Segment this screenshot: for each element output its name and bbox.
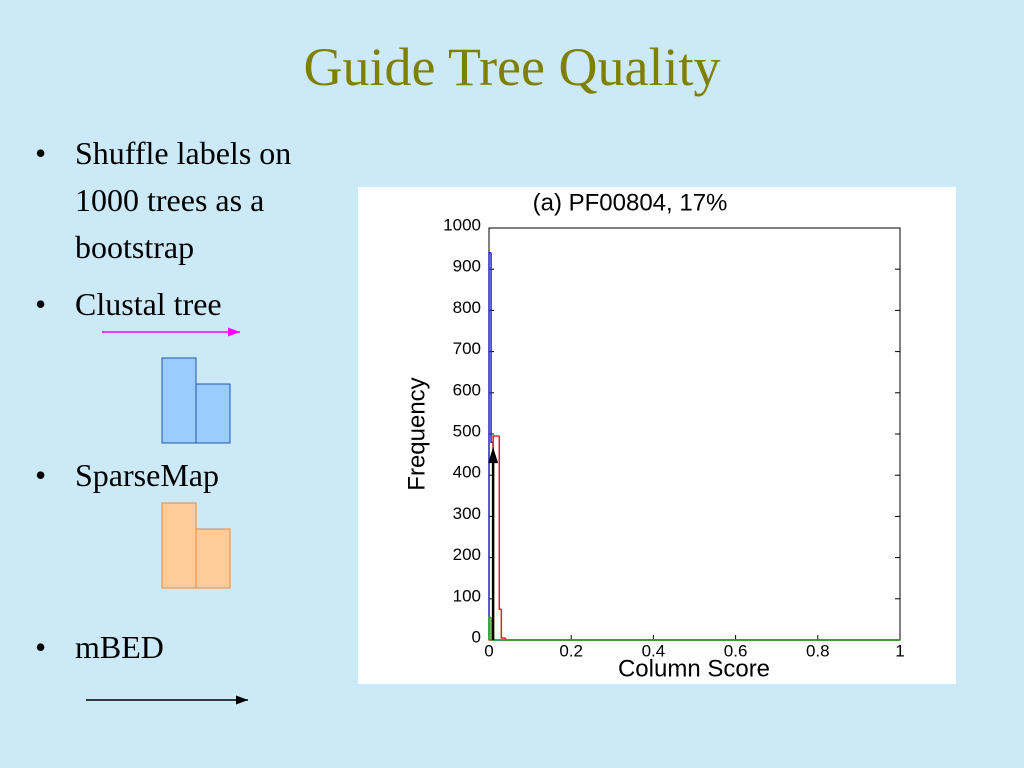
y-tick-label: 1000 <box>443 215 481 234</box>
y-tick-label: 500 <box>453 421 481 440</box>
y-tick-label: 900 <box>453 257 481 276</box>
y-tick-label: 800 <box>453 298 481 317</box>
score-arrow-head <box>488 447 499 464</box>
histogram-bin <box>500 609 504 639</box>
bullet: Clustal tree <box>35 281 345 328</box>
x-tick-label: 0.8 <box>806 641 830 660</box>
y-tick-label: 300 <box>453 504 481 523</box>
bullet: SparseMap <box>35 452 345 499</box>
icon-block <box>195 528 231 589</box>
icon-block <box>161 357 197 444</box>
y-axis-label: Frequency <box>403 377 430 490</box>
y-tick-label: 100 <box>453 586 481 605</box>
y-tick-label: 400 <box>453 463 481 482</box>
x-tick-label: 0.4 <box>642 641 666 660</box>
x-tick-label: 0.2 <box>559 641 583 660</box>
x-tick-label: 0 <box>484 641 493 660</box>
x-axis-label: Column Score <box>618 655 770 682</box>
y-tick-label: 700 <box>453 339 481 358</box>
icon-block <box>161 502 197 589</box>
y-tick-label: 200 <box>453 545 481 564</box>
icon-block <box>195 383 231 444</box>
y-tick-label: 0 <box>472 627 481 646</box>
chart-title: (a) PF00804, 17% <box>533 189 728 216</box>
slide-title: Guide Tree Quality <box>303 37 721 97</box>
bullet: Shuffle labels on 1000 trees as a bootst… <box>35 130 345 271</box>
x-tick-label: 0.6 <box>724 641 748 660</box>
chart-panel <box>358 187 956 684</box>
bullet: mBED <box>35 624 345 671</box>
y-tick-label: 600 <box>453 380 481 399</box>
x-tick-label: 1 <box>895 641 904 660</box>
